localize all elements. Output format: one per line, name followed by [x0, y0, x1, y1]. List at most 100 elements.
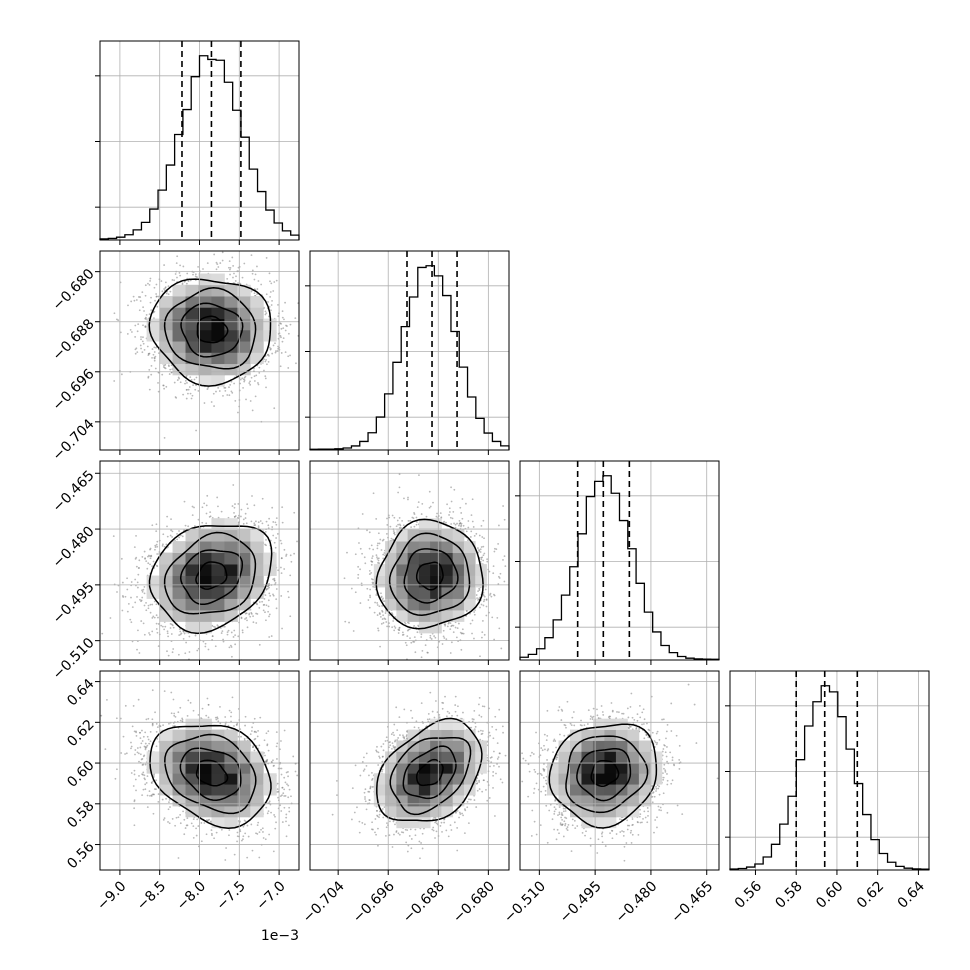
scatter-point	[162, 543, 164, 546]
scatter-point	[116, 768, 118, 771]
scatter-point	[152, 793, 155, 796]
scatter-point	[461, 517, 464, 520]
scatter-point	[287, 775, 289, 778]
scatter-point	[656, 730, 659, 733]
scatter-point	[476, 597, 479, 600]
scatter-point	[357, 573, 360, 576]
scatter-point	[416, 506, 419, 509]
scatter-point	[124, 753, 126, 755]
scatter-point	[267, 810, 270, 813]
scatter-point	[655, 787, 658, 790]
scatter-point	[513, 552, 515, 554]
scatter-point	[503, 518, 506, 521]
scatter-point	[134, 348, 137, 351]
density-cell	[172, 751, 186, 763]
scatter-point	[280, 572, 283, 575]
scatter-point	[165, 797, 167, 800]
scatter-point	[621, 712, 623, 715]
scatter-point	[592, 715, 595, 718]
scatter-point	[136, 747, 139, 749]
scatter-point	[666, 723, 669, 726]
scatter-point	[643, 737, 646, 740]
scatter-point	[372, 585, 375, 588]
scatter-point	[197, 265, 199, 268]
scatter-point	[150, 373, 153, 376]
scatter-point	[434, 837, 436, 839]
scatter-point	[133, 807, 136, 810]
scatter-point	[120, 557, 123, 560]
scatter-point	[156, 540, 159, 543]
scatter-point	[432, 829, 435, 832]
scatter-point	[438, 713, 441, 716]
scatter-point	[626, 819, 629, 822]
scatter-point	[451, 624, 454, 627]
scatter-point	[113, 380, 116, 382]
scatter-point	[130, 741, 132, 744]
scatter-point	[560, 812, 563, 814]
scatter-point	[391, 514, 394, 517]
scatter-point	[548, 809, 551, 812]
density-cell	[172, 740, 186, 752]
scatter-point	[581, 831, 584, 834]
scatter-point	[147, 354, 150, 357]
scatter-point	[275, 517, 278, 520]
scatter-point	[473, 709, 476, 712]
scatter-point	[659, 806, 662, 809]
scatter-point	[258, 643, 261, 646]
scatter-point	[402, 734, 404, 737]
scatter-point	[126, 577, 128, 580]
scatter-point	[406, 850, 409, 853]
density-cell	[237, 740, 251, 752]
scatter-point	[583, 724, 586, 727]
scatter-point	[272, 534, 275, 537]
scatter-point	[149, 730, 152, 733]
scatter-point	[165, 292, 168, 295]
density-cell	[211, 284, 225, 297]
scatter-point	[406, 621, 409, 624]
scatter-point	[483, 537, 485, 540]
scatter-point	[185, 397, 188, 400]
scatter-point	[142, 622, 145, 625]
scatter-point	[173, 381, 176, 384]
scatter-point	[285, 553, 288, 556]
x-tick-label-3-2: 0.60	[813, 878, 846, 911]
scatter-point	[556, 828, 559, 831]
scatter-point	[242, 661, 244, 663]
scatter-point	[383, 617, 386, 620]
density-cell	[237, 762, 251, 774]
density-cell	[463, 773, 476, 785]
scatter-point	[155, 523, 158, 526]
scatter-point	[243, 262, 246, 265]
scatter-point	[130, 747, 132, 750]
scatter-point	[150, 309, 153, 312]
scatter-point	[600, 832, 603, 835]
scatter-point	[134, 324, 137, 327]
scatter-point	[173, 279, 176, 282]
scatter-point	[215, 718, 218, 721]
scatter-point	[671, 779, 674, 782]
scatter-point	[567, 823, 570, 826]
density-cell	[172, 341, 186, 353]
scatter-point	[633, 718, 636, 721]
scatter-point	[171, 651, 174, 654]
scatter-point	[154, 548, 156, 551]
density-cell	[441, 598, 454, 611]
scatter-point	[147, 282, 149, 285]
scatter-point	[256, 288, 259, 290]
scatter-point	[481, 556, 484, 559]
density-cell	[198, 575, 212, 588]
scatter-point	[155, 283, 158, 286]
x-tick-label-3-3: 0.62	[854, 878, 887, 911]
scatter-point	[456, 809, 459, 812]
density-cell	[430, 729, 442, 741]
contour-2-1-1	[403, 548, 459, 604]
scatter-point	[482, 594, 485, 597]
scatter-point	[370, 560, 373, 563]
scatter-point	[374, 831, 376, 834]
density-cell	[237, 307, 251, 319]
scatter-point	[473, 613, 476, 616]
scatter-point	[255, 612, 257, 615]
scatter-point	[232, 265, 235, 267]
scatter-point	[250, 611, 253, 614]
scatter-point	[354, 553, 357, 556]
